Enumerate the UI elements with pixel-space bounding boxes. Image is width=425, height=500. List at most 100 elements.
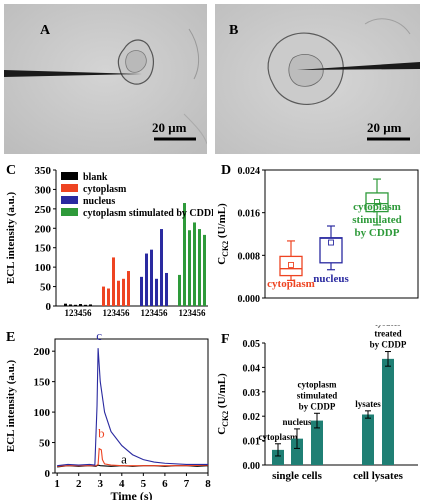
box xyxy=(319,237,343,264)
y-tick-label: 0.01 xyxy=(243,437,261,448)
bar-label: stimulated xyxy=(297,390,338,400)
x-group-label: 123456 xyxy=(103,308,131,318)
y-tick-label: 50 xyxy=(39,438,51,450)
y-tick-label: 0.04 xyxy=(243,363,261,374)
bar xyxy=(272,449,284,465)
bar-blank xyxy=(89,304,92,306)
y-tick-label: 0.000 xyxy=(238,294,261,305)
x-tick-label: 5 xyxy=(141,478,147,490)
legend-label: nucleus xyxy=(83,196,115,207)
y-axis-label: ECL intensity (a.u.) xyxy=(5,192,17,285)
y-tick-label: 0.00 xyxy=(243,461,261,472)
bar-label: lysates xyxy=(355,399,381,409)
y-tick-label: 100 xyxy=(35,262,52,274)
chart-c: C 0 50 100 150 200 250 300 350 ECL intensity (a.… xyxy=(5,163,213,318)
bar-cytoplasm-stimulated-by-cddp xyxy=(198,229,201,306)
x-tick-label: 3 xyxy=(98,478,104,490)
y-axis-label: CCK2 (U/mL) xyxy=(216,373,230,435)
mean-marker xyxy=(288,261,294,268)
x-group-label: 123456 xyxy=(141,308,169,318)
x-group-label: 123456 xyxy=(65,308,93,318)
scale-bar-label-a: 20 μm xyxy=(152,120,187,135)
y-axis-label: CCK2 (U/mL) xyxy=(216,203,230,265)
bar-cytoplasm xyxy=(102,286,105,306)
box-label: by CDDP xyxy=(355,227,400,239)
bar-cytoplasm xyxy=(122,278,125,306)
mean-marker xyxy=(328,239,334,246)
bar xyxy=(382,358,394,465)
legend-swatch xyxy=(61,184,78,192)
y-tick-label: 0 xyxy=(46,301,52,313)
x-tick-label: 4 xyxy=(119,478,125,490)
x-tick-label: 6 xyxy=(162,478,168,490)
plot-frame xyxy=(264,169,419,299)
y-tick-label: 0 xyxy=(45,468,51,480)
bar-cytoplasm xyxy=(127,271,130,306)
bar-nucleus xyxy=(160,229,163,306)
bar-cytoplasm-stimulated-by-cddp xyxy=(193,222,196,306)
bar xyxy=(311,420,323,465)
y-tick-label: 150 xyxy=(34,377,51,389)
legend-swatch xyxy=(61,208,78,216)
x-axis-label: Time (s) xyxy=(110,489,152,500)
panel-label-b: B xyxy=(229,23,238,38)
micrograph-b: B 20 μm xyxy=(215,4,420,154)
bar xyxy=(291,438,303,465)
y-tick-label: 0.016 xyxy=(238,209,261,220)
bar-nucleus xyxy=(150,249,153,306)
bar-label: lysates xyxy=(375,325,401,328)
box-label: stimulated xyxy=(352,214,402,226)
y-tick-label: 200 xyxy=(35,223,52,235)
chart-e: E 0 50 100 150 200 1 2 3 4 5 6 7 8 Time (s) ECL intens… xyxy=(5,328,211,500)
y-tick-label: 100 xyxy=(34,407,51,419)
panel-label-c: C xyxy=(6,163,16,178)
chart-f: F 0.00 0.01 0.02 0.03 0.04 0.05 CCK2 (U/mL) cyt… xyxy=(216,325,418,482)
y-tick-label: 50 xyxy=(40,282,52,294)
panel-label-a: A xyxy=(40,23,51,38)
x-tick-label: 1 xyxy=(54,478,60,490)
series-label-b: b xyxy=(98,426,105,441)
y-tick-label: 0.024 xyxy=(238,166,261,177)
x-tick-label: 7 xyxy=(184,478,190,490)
y-tick-label: 0.02 xyxy=(243,412,261,423)
micrograph-a: A 20 μm xyxy=(4,4,207,154)
bar-nucleus xyxy=(165,272,168,306)
x-tick-label: 2 xyxy=(76,478,82,490)
bar-label: by CDDP xyxy=(370,340,407,350)
line-series-b xyxy=(57,447,209,467)
box xyxy=(279,255,303,277)
bar xyxy=(362,414,374,465)
legend-swatch xyxy=(61,196,78,204)
bar-cytoplasm xyxy=(107,288,110,306)
group-label: cell lysates xyxy=(353,470,404,482)
bar-blank xyxy=(64,303,67,306)
legend-swatch xyxy=(61,172,78,180)
bar-label: by CDDP xyxy=(299,401,336,411)
box xyxy=(365,192,389,213)
line-series-c xyxy=(57,348,208,467)
bar-label: cytoplasm xyxy=(259,432,299,442)
bar-nucleus xyxy=(145,253,148,306)
bar-cytoplasm xyxy=(112,257,115,306)
bar-cytoplasm-stimulated-by-cddp xyxy=(178,274,181,306)
scale-bar-label-b: 20 μm xyxy=(367,120,402,135)
y-axis-label: ECL intensity (a.u.) xyxy=(5,360,17,453)
bar-nucleus xyxy=(155,278,158,306)
mean-marker xyxy=(374,199,380,205)
series-label-a: a xyxy=(121,451,127,466)
bar-nucleus xyxy=(140,276,143,306)
bar-label: nucleus xyxy=(282,417,312,427)
y-tick-label: 0.008 xyxy=(238,251,261,262)
panel-label-d: D xyxy=(221,163,231,178)
y-tick-label: 250 xyxy=(35,204,52,216)
legend-label: cytoplasm xyxy=(83,184,127,195)
bar-cytoplasm-stimulated-by-cddp xyxy=(188,230,191,306)
x-group-label: 123456 xyxy=(179,308,207,318)
box-label: cytoplasm xyxy=(267,278,315,290)
bar-blank xyxy=(74,304,77,306)
bar-label: cytoplasm xyxy=(298,379,338,389)
x-tick-label: 8 xyxy=(205,478,211,490)
bar-blank xyxy=(69,304,72,306)
panel-label-e: E xyxy=(6,330,15,345)
